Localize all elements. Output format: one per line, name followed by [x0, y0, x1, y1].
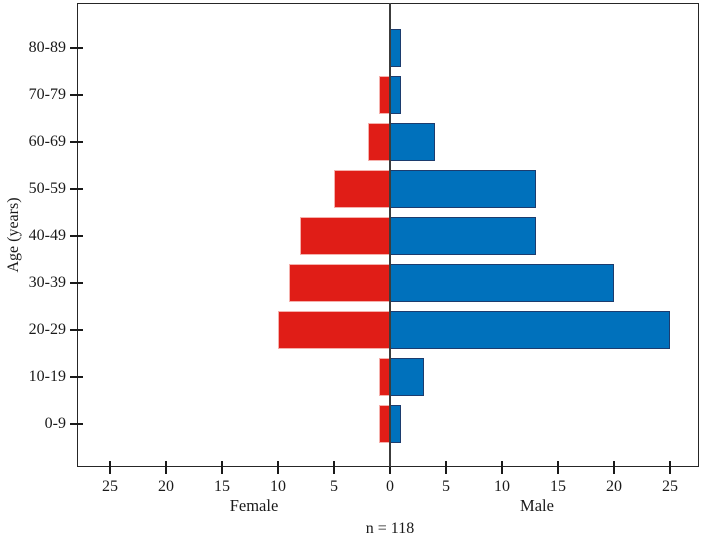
y-axis-tick	[70, 235, 83, 237]
y-axis-tick	[70, 329, 83, 331]
y-axis-tick-label: 30-39	[28, 274, 66, 291]
male-bar-0-9	[390, 405, 402, 443]
x-axis-tick	[445, 461, 447, 474]
female-bar-50-59	[334, 170, 390, 208]
x-axis-tick	[165, 461, 167, 474]
y-axis-tick-label: 60-69	[28, 133, 66, 150]
sample-size-label: n = 118	[365, 520, 415, 537]
x-axis-tick-label: 20	[158, 478, 174, 495]
x-axis-tick-label: 0	[386, 478, 394, 495]
plot-area	[77, 3, 699, 467]
male-bar-30-39	[390, 264, 614, 302]
x-axis-tick-label: 10	[270, 478, 286, 495]
male-bar-60-69	[390, 123, 435, 161]
female-bar-20-29	[278, 311, 390, 349]
zero-axis-line	[389, 3, 391, 467]
x-axis-tick-label: 25	[102, 478, 118, 495]
x-axis-tick	[109, 461, 111, 474]
x-axis-tick	[501, 461, 503, 474]
x-axis-tick-label: 10	[494, 478, 510, 495]
x-axis-tick	[557, 461, 559, 474]
y-axis-tick	[70, 423, 83, 425]
y-axis-tick	[70, 188, 83, 190]
y-axis-tick-label: 0-9	[44, 415, 66, 432]
female-bar-40-49	[300, 217, 390, 255]
male-axis-label: Male	[520, 496, 554, 515]
x-axis-tick-label: 15	[550, 478, 566, 495]
y-axis-tick-label: 40-49	[28, 227, 66, 244]
female-axis-label: Female	[229, 496, 279, 515]
y-axis-tick-label: 20-29	[28, 321, 66, 338]
y-axis-tick-label: 70-79	[28, 86, 66, 103]
x-axis-tick	[333, 461, 335, 474]
x-axis-tick	[221, 461, 223, 474]
x-axis-tick	[389, 461, 391, 474]
y-axis-tick	[70, 47, 83, 49]
y-axis-tick	[70, 94, 83, 96]
x-axis-tick	[613, 461, 615, 474]
male-bar-20-29	[390, 311, 670, 349]
male-bar-10-19	[390, 358, 424, 396]
y-axis-tick	[70, 376, 83, 378]
male-bar-40-49	[390, 217, 536, 255]
x-axis-tick	[277, 461, 279, 474]
x-axis-tick-label: 15	[214, 478, 230, 495]
male-bar-50-59	[390, 170, 536, 208]
y-axis-tick-label: 10-19	[28, 368, 66, 385]
female-bar-30-39	[289, 264, 390, 302]
male-bar-80-89	[390, 29, 402, 67]
male-bar-70-79	[390, 76, 402, 114]
x-axis-tick	[669, 461, 671, 474]
y-axis-tick-label: 80-89	[28, 39, 66, 56]
x-axis-tick-label: 25	[662, 478, 678, 495]
y-axis-tick	[70, 282, 83, 284]
x-axis-tick-label: 5	[442, 478, 450, 495]
y-axis-tick-label: 50-59	[28, 180, 66, 197]
x-axis-tick-label: 20	[606, 478, 622, 495]
female-bar-60-69	[367, 123, 390, 161]
x-axis-tick-label: 5	[330, 478, 338, 495]
y-axis-tick	[70, 141, 83, 143]
